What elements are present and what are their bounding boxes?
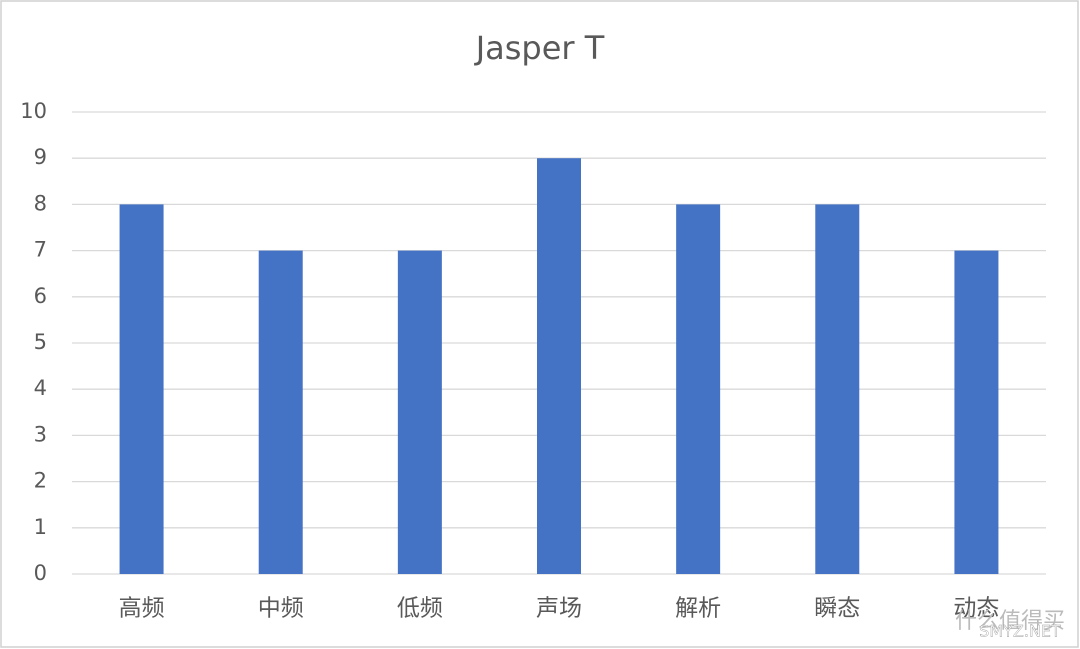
- y-tick-label: 8: [34, 191, 47, 215]
- y-tick-label: 9: [34, 145, 47, 169]
- watermark: 什么值得买: [955, 609, 1065, 634]
- y-tick-label: 6: [34, 284, 47, 308]
- bar: [954, 250, 999, 574]
- x-tick-label: 声场: [536, 596, 582, 622]
- x-tick-label: 动态: [953, 596, 999, 622]
- bar: [537, 158, 581, 574]
- x-tick-label: 中频: [258, 596, 304, 622]
- watermark-site: SMYZ.NET: [979, 622, 1061, 641]
- x-tick-label: 解析: [675, 596, 721, 622]
- bar: [258, 250, 303, 574]
- x-tick-label: 高频: [119, 596, 165, 622]
- x-tick-label: 瞬态: [814, 596, 860, 622]
- x-tick-label: 低频: [397, 596, 443, 622]
- y-tick-label: 1: [34, 515, 47, 539]
- y-tick-label: 4: [34, 376, 47, 400]
- y-tick-label: 2: [34, 469, 47, 493]
- bar: [397, 250, 442, 574]
- y-tick-label: 3: [34, 422, 47, 446]
- y-tick-label: 5: [34, 330, 47, 354]
- y-tick-label: 0: [34, 561, 47, 585]
- y-tick-label: 10: [20, 99, 47, 123]
- bar: [815, 204, 860, 574]
- y-tick-label: 7: [34, 238, 47, 262]
- bar: [119, 204, 164, 574]
- chart-title: Jasper T: [474, 29, 605, 67]
- bar: [676, 204, 721, 574]
